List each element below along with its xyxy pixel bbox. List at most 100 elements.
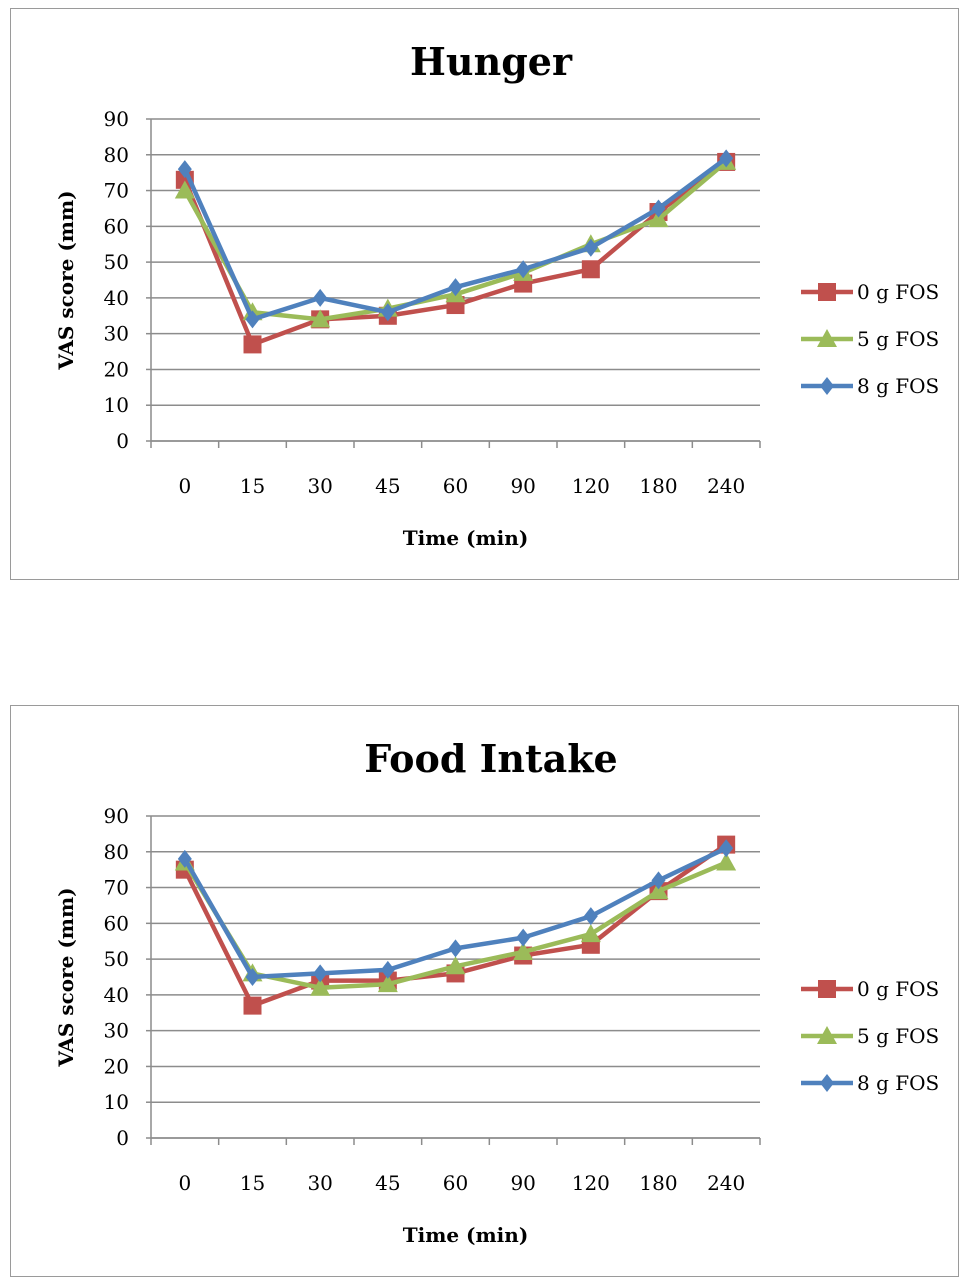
data-point-8-g-fos	[448, 278, 463, 297]
y-tick-label: 10	[104, 1090, 129, 1114]
data-point-5-g-fos	[580, 924, 601, 943]
y-tick-label: 60	[104, 214, 129, 238]
data-point-5-g-fos	[174, 180, 195, 199]
y-tick-label: 50	[104, 250, 129, 274]
data-point-8-g-fos	[651, 871, 666, 890]
x-tick-label: 120	[572, 1171, 610, 1195]
y-tick-label: 70	[104, 179, 129, 203]
data-point-0-g-fos	[243, 996, 262, 1015]
y-tick-label: 80	[104, 840, 129, 864]
legend-label: 8 g FOS	[857, 374, 939, 398]
data-point-5-g-fos	[716, 852, 737, 871]
food-intake-chart: Food Intake 0 10 20 30 40 50 60 70 80 90 0 15 30 45 60 9…	[10, 705, 959, 1277]
y-tick-label: 30	[104, 1019, 129, 1043]
series-0-g-fos	[175, 152, 736, 354]
data-point-8-g-fos	[313, 964, 328, 983]
y-tick-label: 30	[104, 322, 129, 346]
y-tick-label: 40	[104, 983, 129, 1007]
x-tick-label: 60	[443, 1171, 468, 1195]
data-point-8-g-fos	[177, 160, 192, 179]
data-point-8-g-fos	[583, 238, 598, 257]
data-point-5-g-fos	[513, 941, 534, 960]
legend-marker	[817, 329, 837, 347]
y-tick-label: 60	[104, 911, 129, 935]
y-tick-label: 90	[104, 804, 129, 828]
x-tick-label: 45	[375, 474, 400, 498]
data-point-5-g-fos	[377, 974, 398, 993]
legend-label: 0 g FOS	[857, 977, 939, 1001]
y-tick-label: 40	[104, 286, 129, 310]
data-point-8-g-fos	[380, 303, 395, 322]
legend-item-0-g-fos: 0 g FOS	[801, 280, 939, 304]
x-tick-label: 0	[178, 474, 191, 498]
y-tick-label: 0	[116, 1126, 129, 1150]
y-tick-label: 0	[116, 429, 129, 453]
y-tick-label: 50	[104, 947, 129, 971]
legend-item-5-g-fos: 5 g FOS	[801, 327, 939, 351]
legend-item-8-g-fos: 8 g FOS	[801, 374, 939, 398]
chart-title: Food Intake	[364, 736, 617, 781]
data-point-8-g-fos	[583, 907, 598, 926]
data-point-8-g-fos	[651, 199, 666, 218]
data-point-5-g-fos	[310, 977, 331, 996]
y-axis-label: VAS score (mm)	[54, 887, 78, 1067]
hunger-chart: Hunger 0 10 20 30 40 50 60 70 80 90 0 15 30 45 60 90 120 1…	[10, 8, 959, 580]
y-tick-label: 10	[104, 393, 129, 417]
x-tick-label: 240	[707, 474, 745, 498]
x-axis-label: Time (min)	[403, 1223, 529, 1247]
x-tick-label: 30	[307, 474, 332, 498]
y-tick-label: 20	[104, 1054, 129, 1078]
data-point-8-g-fos	[245, 968, 260, 986]
legend-marker	[820, 1074, 834, 1092]
data-point-0-g-fos	[243, 335, 262, 354]
data-point-8-g-fos	[448, 939, 463, 958]
x-tick-label: 120	[572, 474, 610, 498]
x-tick-label: 90	[510, 474, 535, 498]
data-point-8-g-fos	[177, 849, 192, 868]
y-tick-label: 70	[104, 876, 129, 900]
legend-marker	[818, 283, 836, 301]
x-tick-label: 15	[240, 474, 265, 498]
series-8-g-fos	[177, 149, 734, 329]
data-point-5-g-fos	[648, 881, 669, 900]
chart-title: Hunger	[410, 39, 573, 84]
legend-label: 8 g FOS	[857, 1071, 939, 1095]
data-point-0-g-fos	[581, 260, 600, 279]
data-point-8-g-fos	[380, 960, 395, 979]
x-tick-label: 240	[707, 1171, 745, 1195]
legend-marker	[820, 377, 834, 395]
x-tick-label: 0	[178, 1171, 191, 1195]
data-point-8-g-fos	[719, 149, 734, 168]
y-tick-label: 20	[104, 357, 129, 381]
data-point-8-g-fos	[516, 928, 531, 947]
data-point-8-g-fos	[313, 288, 328, 307]
legend-item-8-g-fos: 8 g FOS	[801, 1071, 939, 1095]
data-point-5-g-fos	[648, 209, 669, 228]
legend-marker	[818, 980, 836, 998]
series-5-g-fos	[174, 151, 737, 328]
y-tick-label: 80	[104, 143, 129, 167]
series-8-g-fos	[177, 839, 734, 986]
data-point-5-g-fos	[310, 309, 331, 328]
legend-label: 5 g FOS	[857, 327, 939, 351]
x-tick-label: 180	[639, 1171, 677, 1195]
legend-label: 0 g FOS	[857, 280, 939, 304]
data-point-8-g-fos	[245, 310, 260, 329]
data-point-8-g-fos	[516, 260, 531, 279]
x-axis-label: Time (min)	[403, 526, 529, 550]
data-point-5-g-fos	[445, 956, 466, 975]
x-tick-label: 30	[307, 1171, 332, 1195]
legend-item-0-g-fos: 0 g FOS	[801, 977, 939, 1001]
x-tick-label: 180	[639, 474, 677, 498]
data-point-8-g-fos	[719, 839, 734, 858]
x-tick-label: 15	[240, 1171, 265, 1195]
legend-item-5-g-fos: 5 g FOS	[801, 1024, 939, 1048]
hunger-chart-svg: Hunger 0 10 20 30 40 50 60 70 80 90 0 15 30 45 60 90 120 1…	[54, 39, 939, 550]
x-tick-label: 90	[510, 1171, 535, 1195]
y-tick-label: 90	[104, 107, 129, 131]
legend-label: 5 g FOS	[857, 1024, 939, 1048]
series-5-g-fos	[174, 852, 737, 996]
x-tick-label: 60	[443, 474, 468, 498]
legend-marker	[817, 1026, 837, 1044]
y-axis-label: VAS score (mm)	[54, 190, 78, 370]
